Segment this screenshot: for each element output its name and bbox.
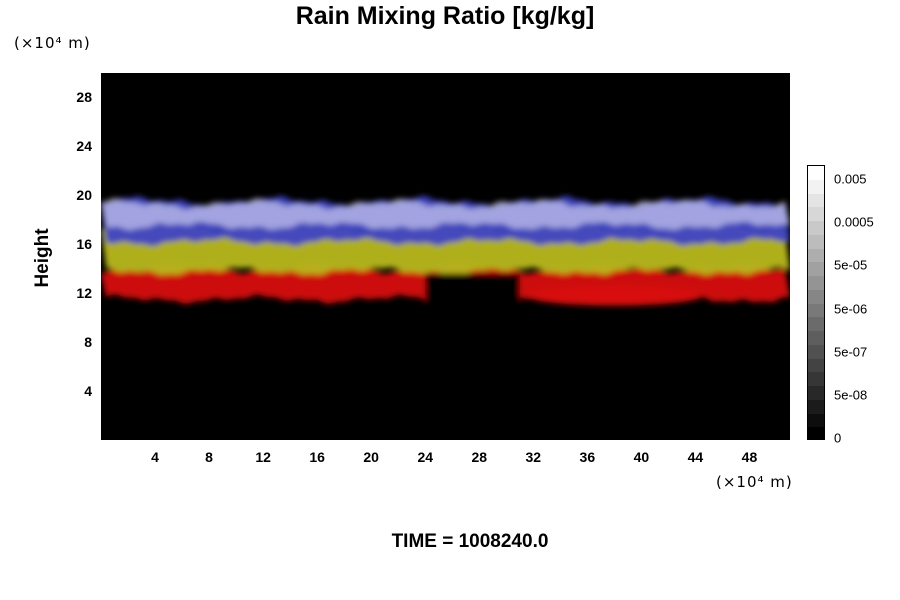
colorbar-tick-label: 5e-08 [834,387,868,403]
colorbar [807,165,825,440]
chart-title: Rain Mixing Ratio [kg/kg] [295,2,595,30]
colorbar-segment [808,179,824,194]
x-tick-label: 16 [309,449,325,465]
y-tick-label: 12 [76,285,92,302]
colorbar-segment [808,248,824,263]
colorbar-segment [808,303,824,318]
colorbar-segment [808,386,824,400]
x-tick-label: 8 [205,449,213,465]
x-tick-label: 32 [525,449,542,465]
plot-area [101,73,790,440]
time-label: TIME = 1008240.0 [391,531,549,552]
colorbar-segment [808,427,824,439]
colorbar-segment [808,207,824,221]
colorbar-segment [808,234,824,249]
x-tick-label: 20 [363,449,379,465]
y-axis-label: Height [32,228,53,288]
colorbar-segment [808,331,824,345]
colorbar-segment [808,344,824,359]
x-tick-label: 4 [151,449,159,465]
band-red-patch [526,285,703,306]
x-tick-label: 12 [255,449,271,465]
y-tick-label: 16 [76,236,92,253]
colorbar-segment [808,413,824,428]
colorbar-segment [808,193,824,208]
band-lavender [101,198,790,231]
y-tick-label: 24 [76,138,92,155]
colorbar-tick-label: 0.005 [834,171,867,187]
colorbar-segment [808,372,824,386]
x-tick-label: 24 [417,449,434,465]
colorbar-tick-label: 5e-07 [834,344,868,360]
colorbar-segment [808,289,824,304]
x-tick-label: 40 [633,449,650,465]
x-tick-label: 36 [579,449,596,465]
colorbar-segment [808,358,824,373]
colorbar-tick-label: 5e-05 [834,257,868,273]
colorbar-segment [808,276,824,290]
colorbar-segment [808,262,824,276]
heatmap-field [101,195,790,306]
colorbar-tick-label: 5e-06 [834,301,868,316]
colorbar-segment [808,399,824,414]
x-tick-label: 48 [741,449,758,465]
y-tick-label: 28 [76,89,92,106]
y-tick-label: 20 [76,187,92,204]
x-tick-label: 28 [471,449,488,465]
colorbar-segment [808,317,824,331]
colorbar-segment [808,221,824,235]
x-axis-unit: (×10⁴ m) [716,473,793,491]
y-axis-unit: (×10⁴ m) [14,34,91,52]
y-tick-label: 4 [84,383,92,400]
band-gap [425,273,520,306]
x-tick-label: 44 [687,449,704,465]
colorbar-tick-label: 0.0005 [834,214,874,230]
colorbar-tick-label: 0 [834,430,842,446]
y-tick-label: 8 [84,334,92,351]
colorbar-segment [808,166,824,180]
